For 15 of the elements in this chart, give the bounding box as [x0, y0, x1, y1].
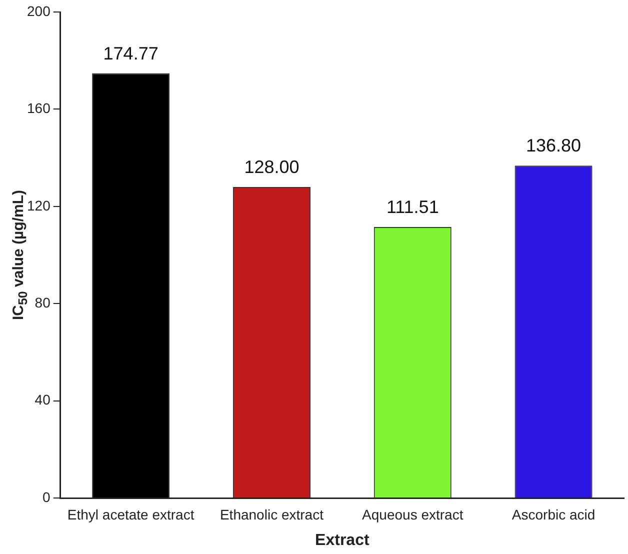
data-label: 111.51 — [386, 197, 439, 217]
y-tick-label: 160 — [27, 100, 51, 116]
y-tick-label: 120 — [27, 197, 51, 214]
y-tick-label: 80 — [34, 294, 51, 310]
y-tick-label: 0 — [42, 488, 51, 505]
x-tick-label: Aqueous extract — [362, 506, 464, 522]
y-tick-label: 40 — [34, 392, 51, 408]
x-tick-label: Ethanolic extract — [220, 506, 324, 522]
data-label: 136.80 — [526, 136, 582, 156]
data-label: 174.77 — [103, 43, 158, 64]
data-label: 128.00 — [244, 156, 300, 177]
x-tick-label: Ethyl acetate extract — [67, 506, 194, 522]
y-tick-label: 200 — [27, 2, 51, 19]
x-tick-label: Ascorbic acid — [512, 506, 596, 522]
x-axis-title: Extract — [315, 532, 370, 549]
